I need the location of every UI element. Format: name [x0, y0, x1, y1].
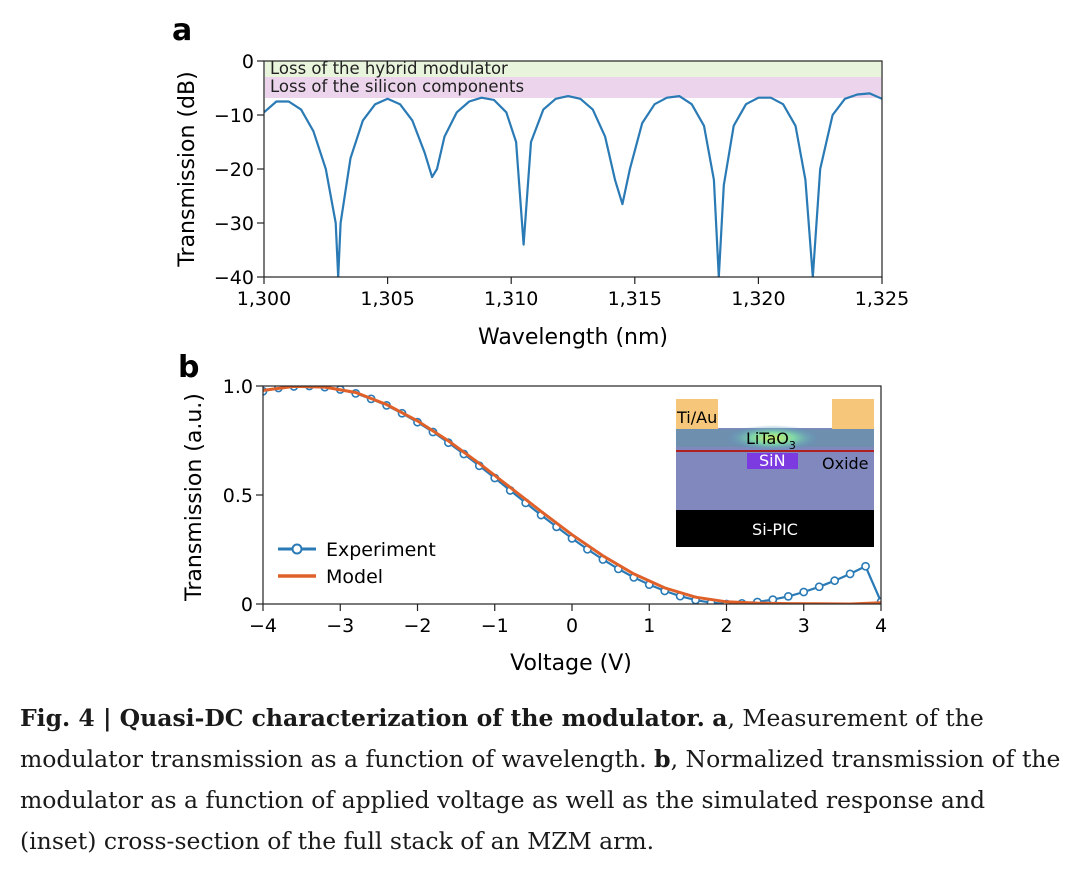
caption-a-label: a [712, 704, 728, 732]
panel-b-xtick-label: −1 [481, 615, 509, 637]
panel-b-ytick-label: 1.0 [223, 376, 253, 398]
caption-a-text: , Measurement of the modulator transmiss… [20, 704, 984, 773]
panel-b-xlabel: Voltage (V) [510, 651, 632, 676]
legend-item-experiment: Experiment [278, 539, 436, 561]
legend-item-model: Model [278, 566, 383, 588]
panel-a-ytick-label: −40 [214, 267, 254, 289]
inset-label-waveguide: SiN [759, 451, 786, 470]
panel-b-legend: Experiment Model [278, 539, 436, 588]
panel-a-ytick-label: −20 [214, 159, 254, 181]
panel-b-xtick-label: 2 [720, 615, 732, 637]
experiment-point [783, 591, 793, 601]
panel-a-xtick-label: 1,310 [484, 288, 538, 310]
panel-a-xtick-label: 1,305 [360, 288, 414, 310]
legend-label-experiment: Experiment [326, 539, 436, 561]
panel-a-ytick-label: −10 [214, 105, 254, 127]
inset-electrode-right [832, 399, 874, 429]
panel-a-ylabel: Transmission (dB) [175, 71, 200, 267]
inset-substrate [676, 510, 874, 547]
panel-a-bands: Loss of the hybrid modulator Loss of the… [265, 59, 881, 98]
panel-b-label: b [178, 350, 199, 385]
panel-a: a Loss of the hybrid modulator Loss of t… [172, 13, 909, 350]
band-silicon-components [265, 77, 881, 98]
panel-b: b −4 −3 −2 −1 0 1 2 3 4 0 0.5 1.0 Transmission (a.u… [178, 350, 887, 676]
experiment-point [861, 561, 870, 571]
panel-b-ytick-label: 0.5 [223, 485, 253, 507]
inset-label-cladding: Oxide [822, 454, 869, 473]
panel-b-xtick-label: −3 [326, 615, 354, 637]
panel-b-ytick-label: 0 [241, 594, 253, 616]
inset-cross-section: Ti/Au LiTaO3 SiN Oxide Si-PIC [676, 399, 874, 547]
panel-a-axes: 1,300 1,305 1,310 1,315 1,320 1,325 0 −10 −20 −30… [214, 51, 909, 310]
experiment-point [845, 569, 855, 579]
caption-b-label: b [654, 745, 671, 773]
experiment-point [799, 587, 809, 597]
figure-caption: Fig. 4 | Quasi-DC characterization of th… [20, 698, 1065, 862]
legend-label-model: Model [326, 566, 383, 588]
panel-b-xtick-label: 1 [643, 615, 655, 637]
panel-a-xtick-label: 1,300 [237, 288, 291, 310]
inset-mode-glow [725, 425, 821, 451]
panel-a-xtick-label: 1,325 [855, 288, 909, 310]
panel-b-xtick-label: −4 [249, 615, 277, 637]
panel-a-label: a [172, 13, 192, 48]
panel-b-xtick-label: −2 [403, 615, 431, 637]
figure: a Loss of the hybrid modulator Loss of t… [172, 13, 909, 676]
panel-a-ytick-label: −30 [214, 213, 254, 235]
panel-a-ytick-label: 0 [242, 51, 254, 73]
band-silicon-label: Loss of the silicon components [270, 77, 524, 96]
inset-label-substrate: Si-PIC [752, 520, 798, 539]
caption-lead: Fig. 4 | Quasi-DC characterization of th… [20, 704, 705, 732]
band-hybrid-label: Loss of the hybrid modulator [270, 59, 508, 78]
panel-b-ylabel: Transmission (a.u.) [182, 393, 207, 602]
experiment-point [814, 582, 824, 592]
panel-b-xtick-label: 0 [566, 615, 578, 637]
panel-a-xtick-label: 1,320 [731, 288, 785, 310]
panel-b-axes: −4 −3 −2 −1 0 1 2 3 4 0 0.5 1.0 [223, 376, 887, 637]
caption-b-text: , Normalized transmission of the modulat… [20, 745, 1061, 855]
panel-b-xtick-label: 4 [875, 615, 887, 637]
band-hybrid-modulator [265, 61, 881, 77]
inset-label-metal: Ti/Au [676, 408, 717, 427]
panel-a-xlabel: Wavelength (nm) [478, 325, 668, 350]
experiment-point [830, 576, 840, 586]
inset-label-film: LiTaO3 [746, 429, 796, 452]
series-line-transmission [264, 92, 882, 277]
panel-b-xtick-label: 3 [798, 615, 810, 637]
panel-a-series [264, 92, 882, 277]
panel-a-xtick-label: 1,315 [608, 288, 662, 310]
inset-waveguide [747, 453, 798, 469]
inset-electrode-left [676, 399, 718, 429]
